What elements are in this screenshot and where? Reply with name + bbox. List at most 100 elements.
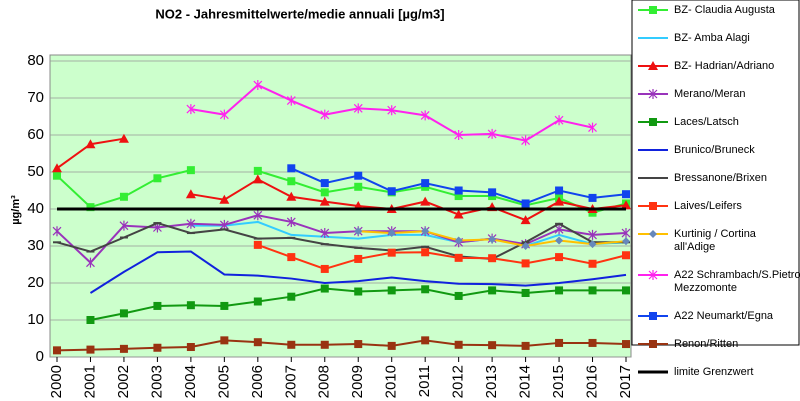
marker (454, 340, 463, 349)
legend-entry: Kurtinig / Cortina all'Adige (638, 228, 757, 253)
x-tick-label: 2015 (550, 365, 567, 398)
legend-entry: Merano/Meran (638, 88, 746, 100)
marker (153, 343, 162, 352)
marker (649, 340, 657, 348)
marker (622, 237, 630, 246)
marker (320, 228, 330, 239)
marker (588, 229, 597, 240)
legend-label: Kurtinig / Cortina all'Adige (674, 228, 757, 253)
x-tick-label: 2006 (249, 365, 266, 398)
marker (354, 182, 363, 191)
legend-entry: Brunico/Bruneck (638, 144, 755, 156)
y-axis-label: µg/m³ (10, 195, 22, 225)
marker (555, 253, 564, 262)
legend-label-line: all'Adige (674, 241, 715, 253)
x-tick-label: 2000 (48, 365, 65, 398)
marker (554, 224, 564, 235)
marker (354, 254, 363, 263)
marker (421, 179, 430, 188)
plot-area (49, 54, 632, 358)
marker (320, 179, 329, 188)
legend-label: Laces/Latsch (674, 116, 739, 128)
marker (287, 177, 296, 186)
marker (554, 115, 564, 126)
marker (52, 226, 62, 237)
marker (185, 189, 196, 199)
y-tick-label: 30 (27, 237, 44, 254)
marker (287, 292, 296, 301)
marker (253, 166, 262, 175)
y-tick-label: 60 (27, 126, 44, 143)
marker (186, 301, 195, 310)
series-line (56, 221, 626, 260)
legend-box (631, 0, 800, 346)
x-tick-label: 2001 (81, 365, 98, 398)
marker (186, 343, 195, 352)
marker (421, 285, 430, 294)
marker (354, 340, 363, 349)
marker (320, 264, 329, 273)
x-tick-label: 2012 (450, 365, 467, 398)
series-line (56, 339, 627, 352)
x-tick-label: 2009 (349, 365, 366, 398)
marker (454, 253, 463, 262)
marker (319, 196, 330, 206)
legend-label-line: Kurtinig / Cortina (674, 228, 757, 240)
marker (555, 286, 564, 295)
marker (521, 242, 530, 250)
legend-label: Merano/Meran (674, 88, 746, 100)
marker (554, 196, 565, 206)
marker (52, 163, 62, 173)
marker (119, 344, 128, 353)
x-tick-label: 2010 (383, 365, 400, 398)
legend-label: Laives/Leifers (674, 200, 742, 212)
legend-label: BZ- Amba Alagi (674, 32, 750, 44)
x-tick-label: 2003 (148, 365, 165, 398)
marker (488, 341, 497, 350)
legend-label: Brunico/Bruneck (674, 144, 755, 156)
marker (86, 203, 95, 212)
x-tick-label: 2017 (617, 365, 634, 398)
marker (454, 130, 464, 140)
y-tick-label: 70 (27, 89, 44, 106)
marker (219, 109, 229, 120)
marker (521, 288, 530, 297)
legend-label: Renon/Ritten (674, 338, 738, 350)
marker (588, 338, 597, 347)
marker (387, 248, 396, 257)
marker (320, 109, 330, 120)
y-tick-label: 80 (27, 52, 44, 69)
legend-entry: Renon/Ritten (638, 338, 738, 350)
x-tick-label: 2007 (282, 365, 299, 398)
marker (387, 341, 396, 350)
y-tick-label: 40 (27, 200, 44, 217)
marker (454, 236, 463, 245)
x-tick-label: 2016 (583, 365, 600, 398)
marker (520, 215, 531, 225)
marker (153, 174, 162, 183)
marker (488, 235, 497, 244)
legend-label-line: A22 Schrambach/S.Pietro (674, 269, 800, 281)
marker (649, 118, 657, 126)
marker (588, 240, 597, 249)
marker (555, 338, 564, 347)
marker (287, 253, 296, 262)
legend-label: BZ- Claudia Augusta (674, 4, 776, 16)
marker (622, 190, 630, 199)
marker (153, 301, 162, 310)
x-tick-label: 2004 (182, 365, 199, 398)
marker (86, 257, 95, 268)
x-tick-label: 2014 (517, 365, 534, 398)
marker (53, 346, 61, 355)
x-tick-label: 2013 (483, 365, 500, 398)
marker (286, 95, 296, 106)
legend-label: limite Grenzwert (674, 366, 753, 378)
marker (454, 192, 463, 201)
marker (622, 286, 630, 295)
marker (454, 291, 463, 300)
marker (588, 259, 597, 268)
marker (253, 210, 263, 221)
series-line (56, 214, 627, 265)
chart-title: NO2 - Jahresmittelwerte/medie annuali [µ… (155, 6, 444, 21)
series-line (190, 220, 627, 248)
